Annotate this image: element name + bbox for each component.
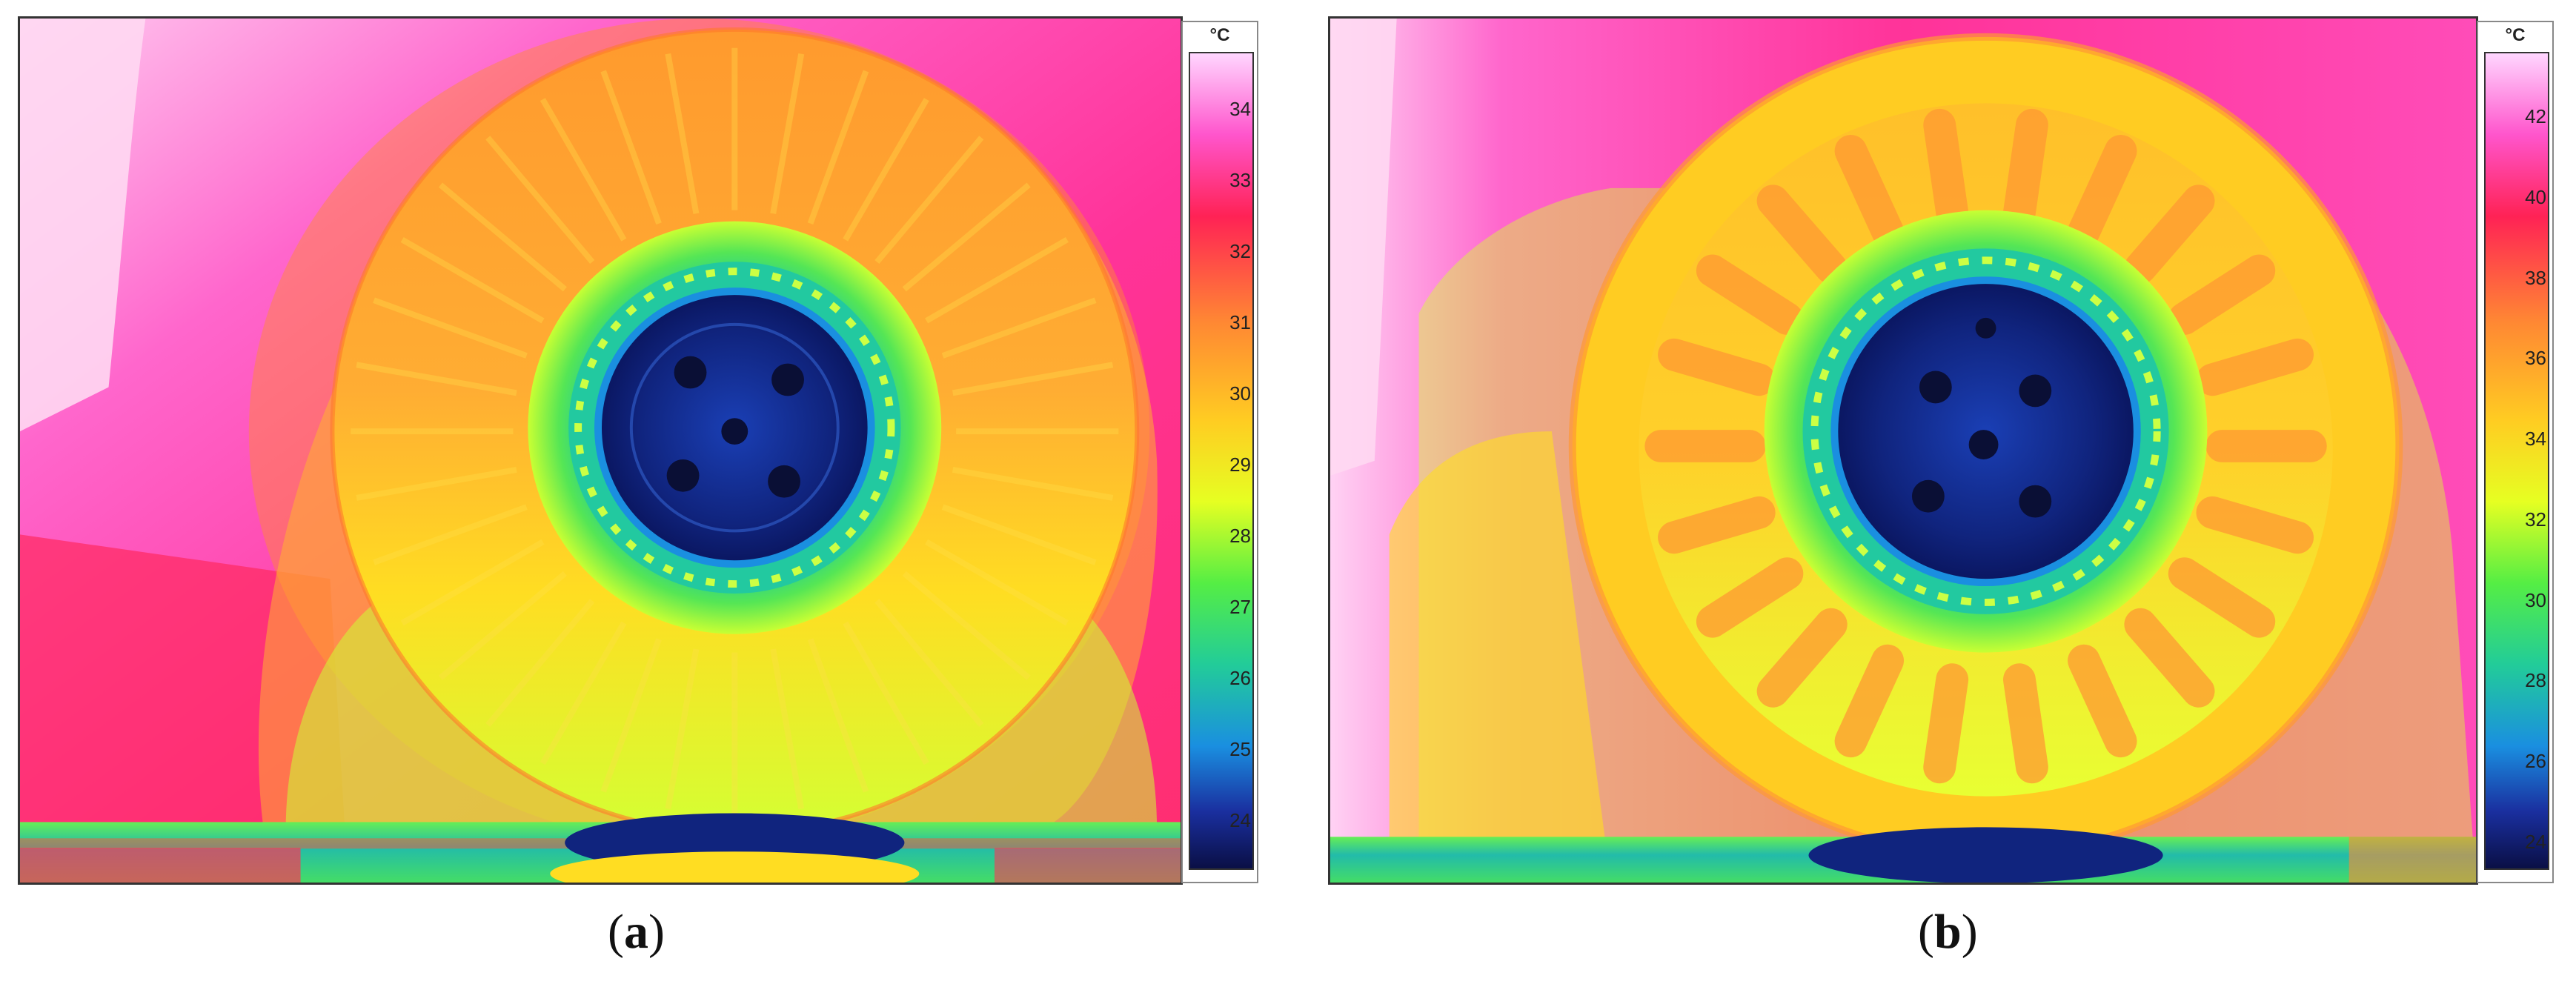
scale-tick-label: 34 (2525, 428, 2546, 451)
scale-tick-label: 29 (1229, 453, 1251, 476)
scale-color-bar (2484, 52, 2549, 870)
temperature-scale-a: °C 34 33 32 31 30 29 28 27 26 25 24 (1181, 21, 1258, 883)
scale-tick-label: 32 (2525, 508, 2546, 531)
scale-tick-label: 27 (1229, 595, 1251, 618)
scale-tick-label: 38 (2525, 266, 2546, 289)
scale-tick-label: 36 (2525, 347, 2546, 370)
thermal-image-b (1330, 19, 2476, 883)
scale-tick-label: 28 (2525, 669, 2546, 692)
scale-tick-label: 34 (1229, 97, 1251, 120)
panel-caption-b: (b) (1918, 905, 1978, 959)
temperature-scale-b: °C 42 40 38 36 34 32 30 28 26 24 (2477, 21, 2554, 883)
scale-tick-label: 42 (2525, 105, 2546, 127)
scale-unit-label: °C (1209, 25, 1230, 45)
scale-tick-label: 26 (1229, 666, 1251, 689)
scale-tick-label: 30 (2525, 588, 2546, 611)
scale-tick-label: 30 (1229, 382, 1251, 405)
scale-tick-label: 31 (1229, 310, 1251, 333)
scale-color-bar (1189, 52, 1254, 870)
scale-tick-label: 33 (1229, 168, 1251, 191)
thermal-image-a (20, 19, 1181, 883)
scale-tick-label: 26 (2525, 750, 2546, 773)
scale-tick-label: 40 (2525, 185, 2546, 208)
scale-tick-label: 24 (2525, 830, 2546, 853)
scale-tick-label: 32 (1229, 239, 1251, 262)
thermal-image-frame-b (1328, 16, 2478, 885)
thermal-image-frame-a (18, 16, 1183, 885)
scale-tick-label: 24 (1229, 808, 1251, 831)
scale-tick-label: 28 (1229, 524, 1251, 547)
scale-tick-label: 25 (1229, 737, 1251, 760)
scale-unit-label: °C (2505, 25, 2526, 45)
panel-caption-a: (a) (608, 905, 665, 959)
